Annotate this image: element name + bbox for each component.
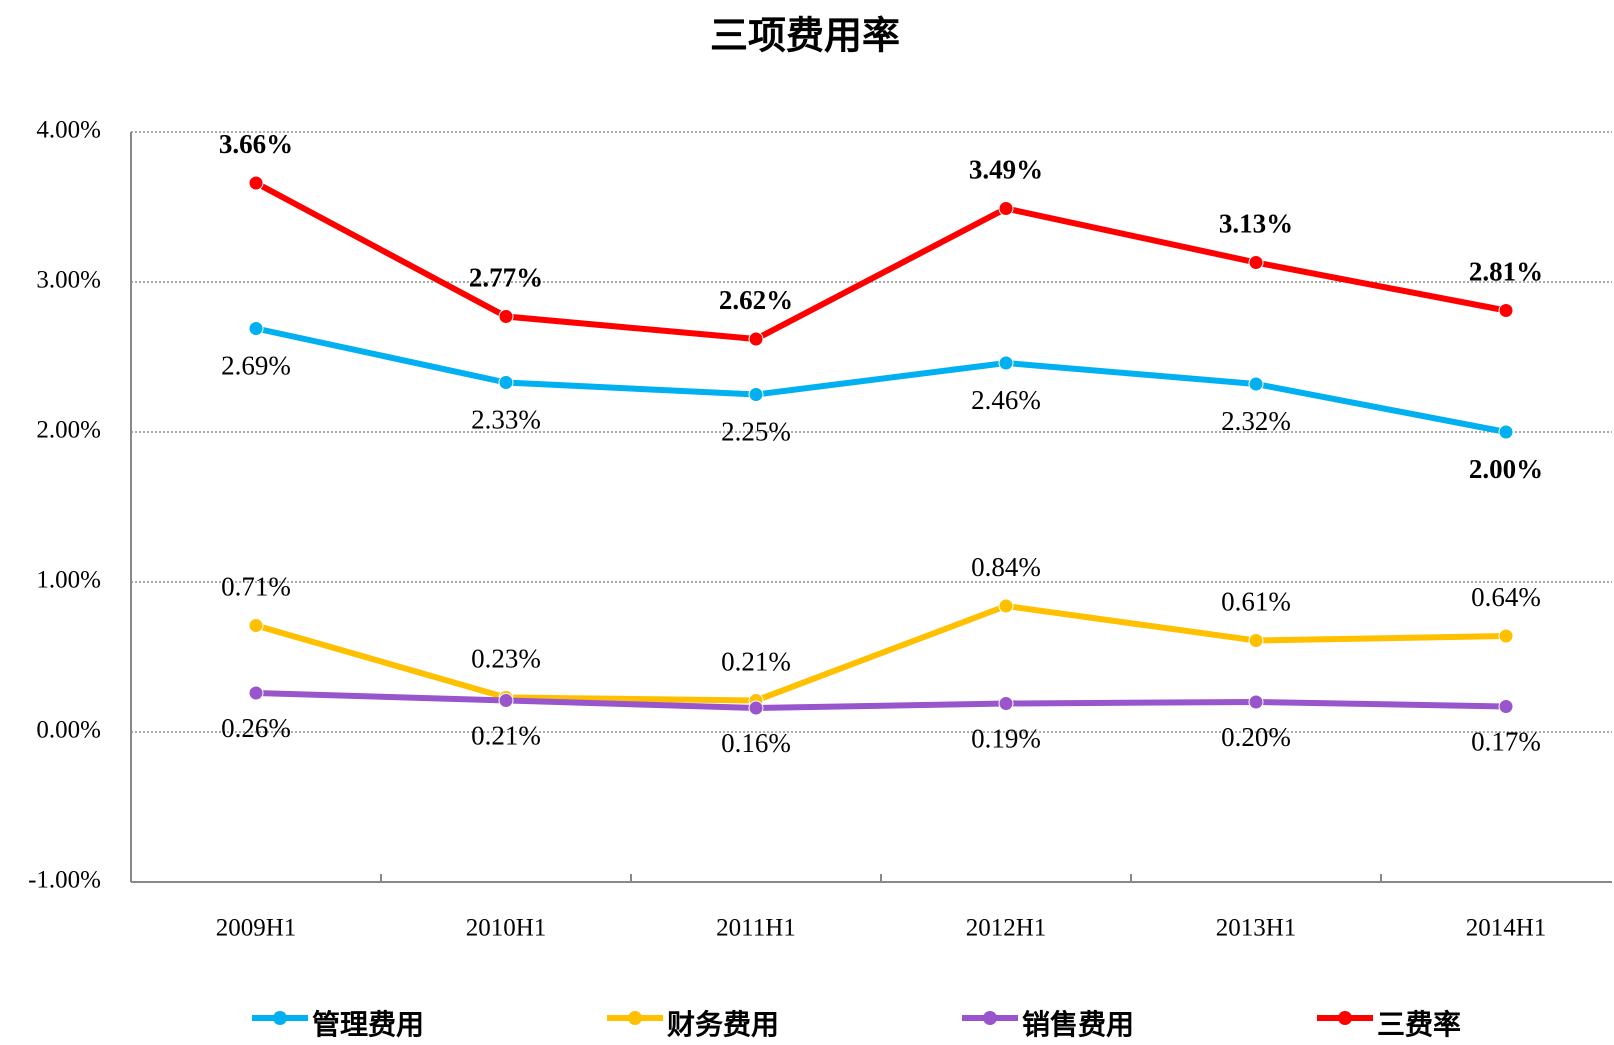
y-tick-label: 0.00% bbox=[36, 717, 101, 744]
data-label: 3.49% bbox=[969, 155, 1043, 185]
data-label: 0.64% bbox=[1471, 582, 1541, 612]
data-label: 0.71% bbox=[221, 572, 291, 602]
y-tick-label: 4.00% bbox=[36, 117, 101, 144]
point bbox=[1248, 694, 1264, 710]
data-label: 2.62% bbox=[719, 285, 793, 315]
x-tick-label: 2013H1 bbox=[1216, 915, 1297, 942]
point bbox=[998, 598, 1014, 614]
point bbox=[1498, 424, 1514, 440]
data-label: 2.32% bbox=[1221, 406, 1291, 436]
data-label: 2.33% bbox=[471, 405, 541, 435]
data-label: 2.46% bbox=[971, 385, 1041, 415]
y-tick-label: 1.00% bbox=[36, 567, 101, 594]
series-line bbox=[254, 180, 1507, 342]
legend-label: 财务费用 bbox=[667, 1008, 779, 1041]
data-label: 3.66% bbox=[219, 129, 293, 159]
point bbox=[1248, 255, 1264, 270]
point bbox=[1248, 376, 1264, 392]
x-tick-label: 2012H1 bbox=[966, 915, 1047, 942]
point bbox=[498, 309, 514, 324]
x-tick-label: 2014H1 bbox=[1466, 915, 1547, 942]
data-label: 0.21% bbox=[471, 721, 541, 751]
series-line bbox=[255, 603, 1507, 704]
legend-marker bbox=[983, 1011, 997, 1025]
point bbox=[248, 175, 264, 191]
point bbox=[498, 693, 514, 708]
data-label: 2.25% bbox=[721, 417, 791, 447]
data-label: 0.20% bbox=[1221, 722, 1291, 752]
point bbox=[1498, 303, 1514, 318]
y-tick-label: -1.00% bbox=[28, 867, 101, 894]
data-label: 0.19% bbox=[971, 724, 1041, 754]
data-label: 0.23% bbox=[471, 644, 541, 674]
point bbox=[248, 321, 264, 336]
y-tick-label: 3.00% bbox=[36, 267, 101, 294]
x-tick-label: 2009H1 bbox=[216, 915, 297, 942]
x-tick-label: 2010H1 bbox=[466, 915, 547, 942]
point bbox=[248, 618, 264, 633]
data-label: 2.81% bbox=[1469, 257, 1543, 287]
point bbox=[998, 696, 1014, 711]
legend-label: 销售费用 bbox=[1022, 1008, 1134, 1041]
data-label: 0.26% bbox=[221, 713, 291, 743]
data-label: 0.16% bbox=[721, 728, 791, 758]
point bbox=[748, 387, 764, 402]
data-label: 0.21% bbox=[721, 647, 791, 677]
data-label: 0.17% bbox=[1471, 727, 1541, 757]
data-label: 0.84% bbox=[971, 552, 1041, 582]
legend-marker bbox=[1338, 1011, 1352, 1025]
point bbox=[748, 700, 764, 716]
point bbox=[248, 685, 264, 701]
point bbox=[1498, 699, 1514, 714]
legend-marker bbox=[628, 1011, 642, 1025]
x-tick-label: 2011H1 bbox=[716, 915, 796, 942]
data-label: 2.69% bbox=[221, 351, 291, 381]
point bbox=[998, 355, 1014, 371]
series-line bbox=[255, 690, 1507, 711]
data-label: 3.13% bbox=[1219, 209, 1293, 239]
legend-label: 三费率 bbox=[1377, 1008, 1461, 1041]
point bbox=[998, 201, 1014, 216]
data-label: 2.00% bbox=[1469, 454, 1543, 484]
chart-title: 三项费用率 bbox=[710, 14, 900, 58]
legend-label: 管理费用 bbox=[312, 1008, 424, 1041]
series-line bbox=[255, 325, 1507, 435]
point bbox=[498, 375, 514, 390]
data-label: 0.61% bbox=[1221, 587, 1291, 617]
legend-marker bbox=[273, 1011, 287, 1025]
data-label: 2.77% bbox=[469, 263, 543, 293]
point bbox=[1498, 628, 1514, 644]
y-tick-label: 2.00% bbox=[36, 417, 101, 444]
point bbox=[748, 331, 764, 347]
point bbox=[1248, 633, 1264, 648]
